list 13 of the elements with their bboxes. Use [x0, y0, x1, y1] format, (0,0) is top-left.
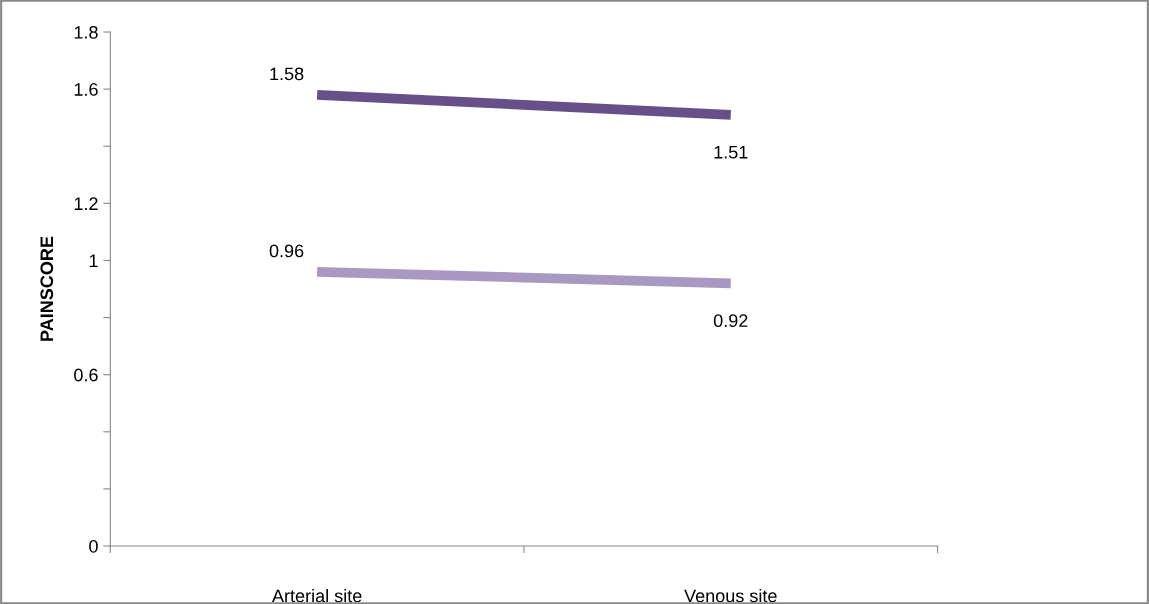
- y-tick-label: 1.8: [74, 25, 98, 39]
- data-label: 0.96: [269, 244, 304, 258]
- y-tick-label: 0: [89, 539, 98, 553]
- data-label: 1.58: [270, 67, 304, 81]
- x-tick-label: Venous site: [684, 589, 777, 603]
- y-tick-label: 0.6: [74, 368, 98, 382]
- y-tick-label: 1.6: [74, 83, 98, 96]
- data-label: 1.51: [714, 145, 748, 159]
- y-tick-label: 1: [89, 254, 98, 267]
- y-tick-label: 1.2: [74, 197, 98, 210]
- y-axis-title: PAINSCORE: [40, 236, 54, 341]
- data-label: 0.92: [713, 314, 748, 328]
- x-tick-label: Arterial site: [272, 589, 362, 603]
